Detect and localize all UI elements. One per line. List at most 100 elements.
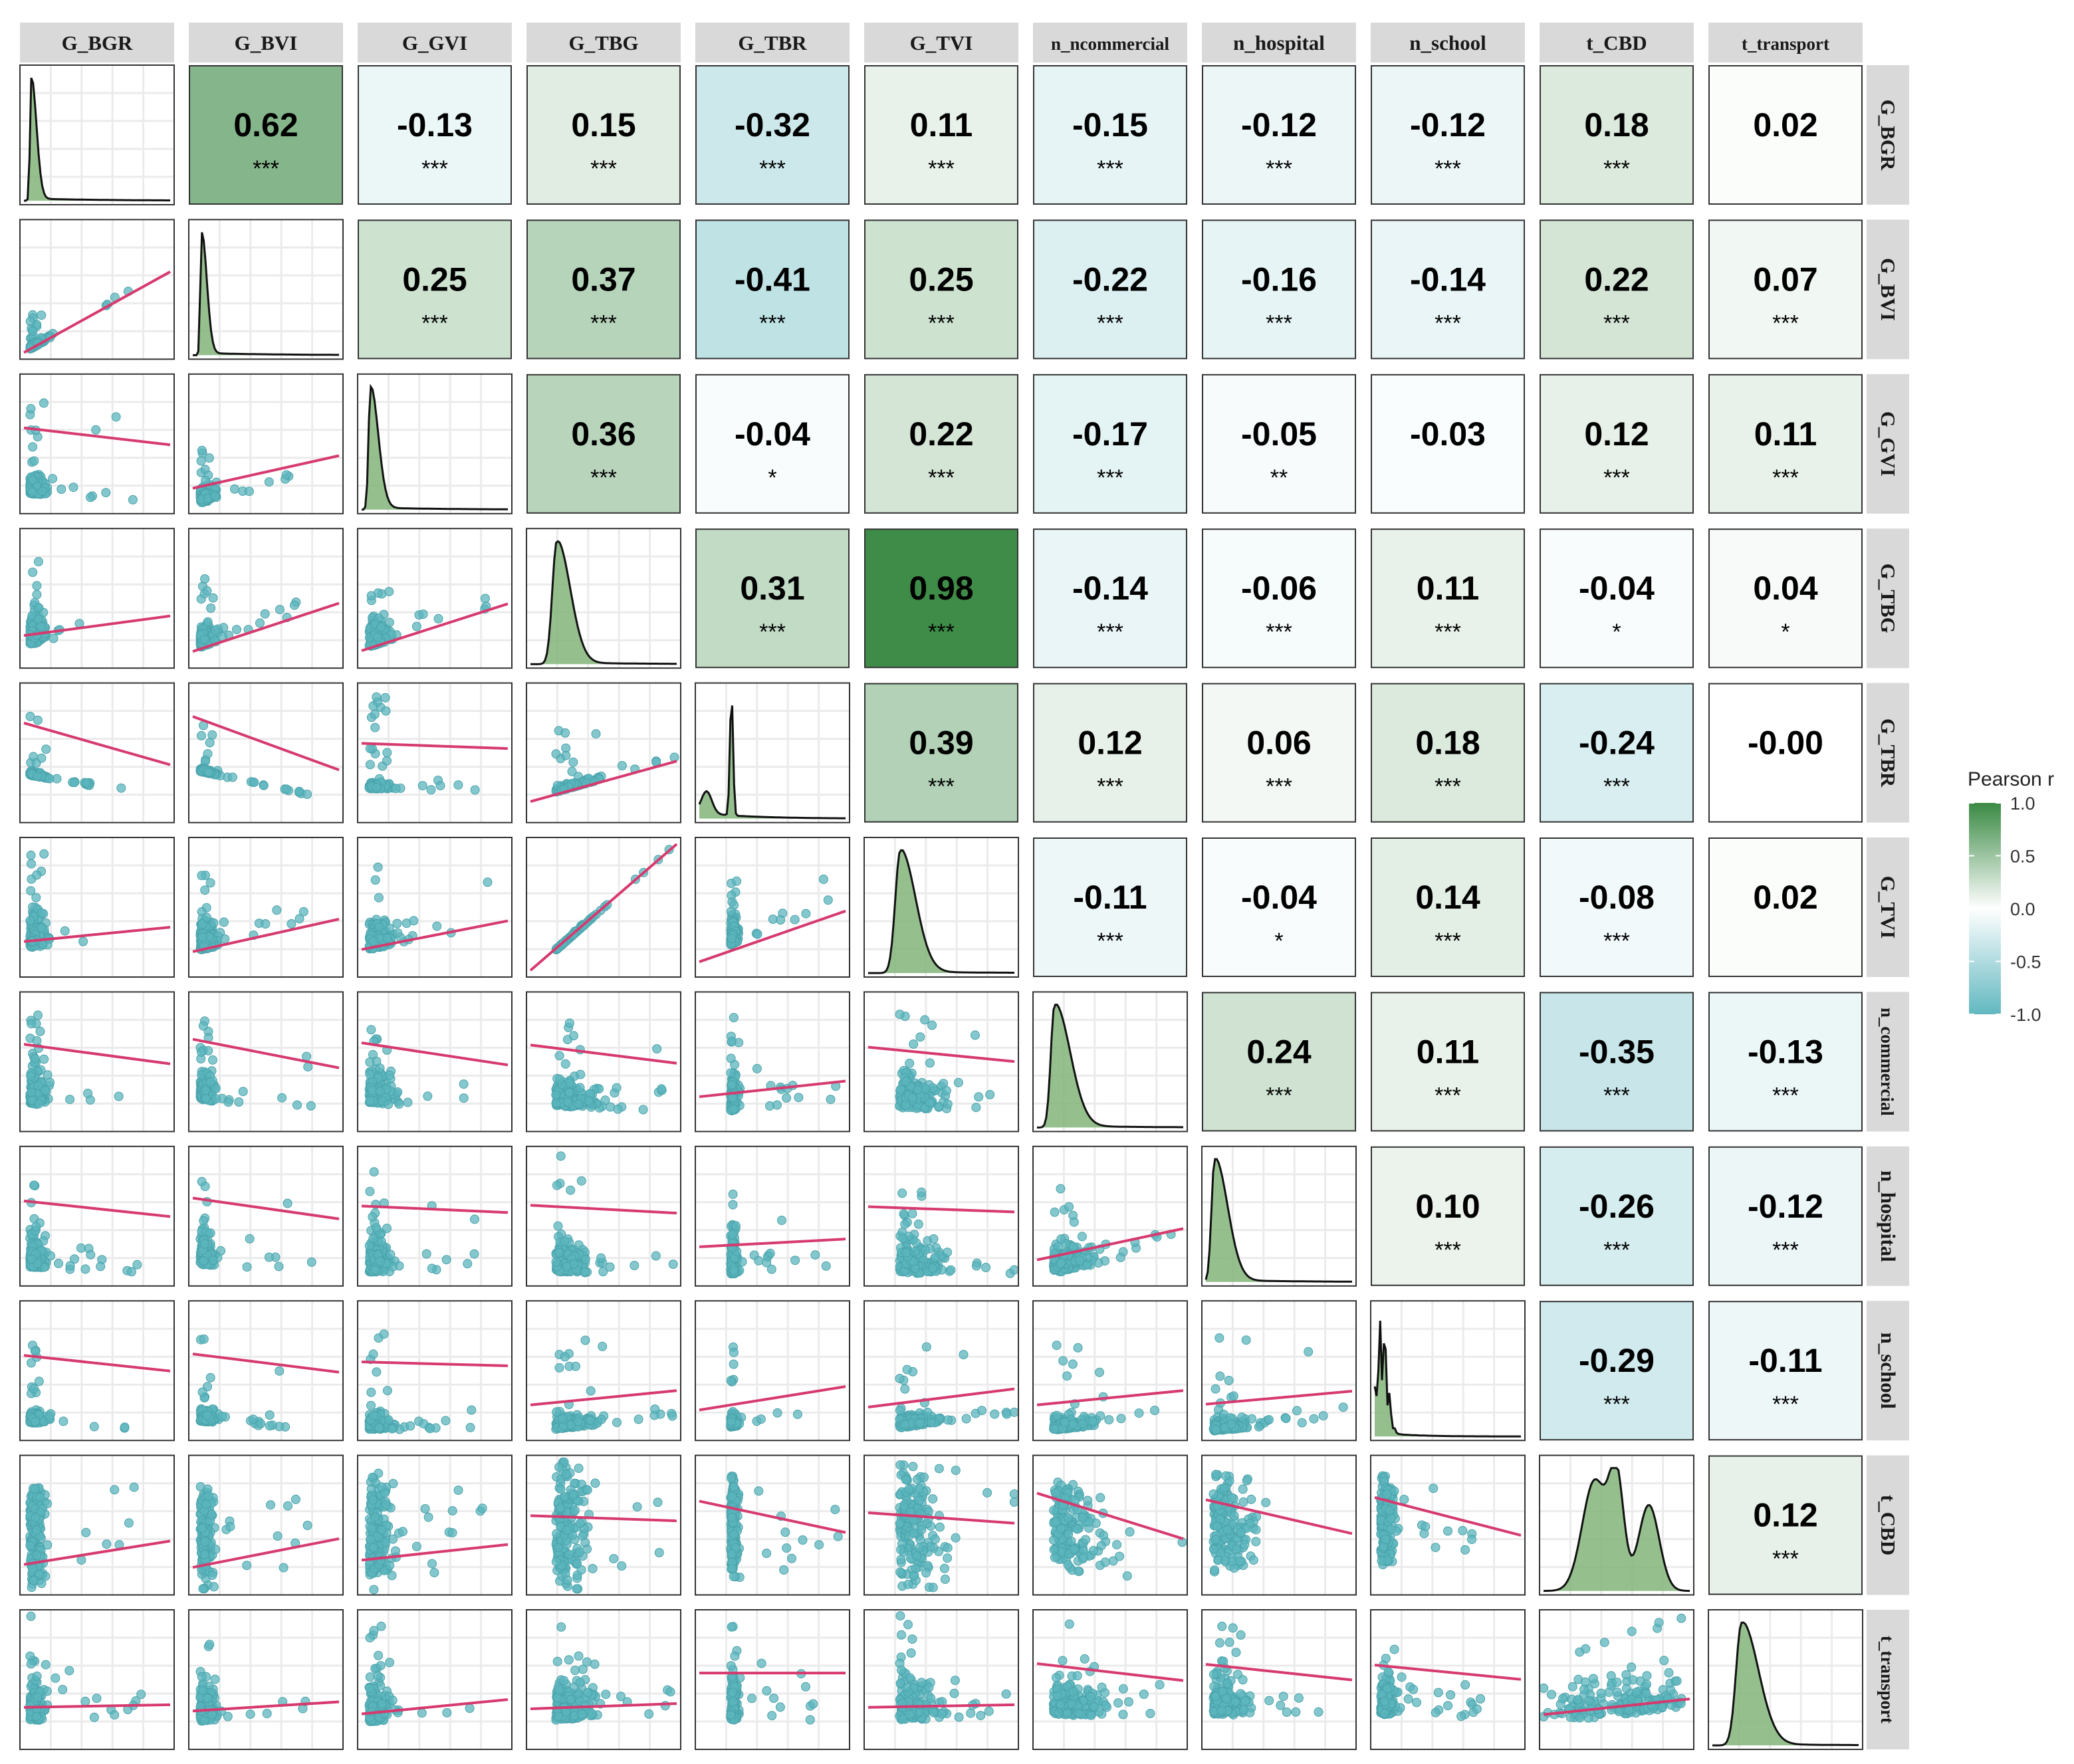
- scatter-point: [560, 1236, 570, 1246]
- panel-4-10: -0.00: [1708, 683, 1863, 823]
- scatter-point: [91, 425, 101, 435]
- scatter-point: [562, 1262, 572, 1271]
- panel-3-2: [357, 528, 513, 669]
- panel-2-1: [188, 373, 344, 514]
- scatter-point: [432, 921, 442, 931]
- scatter-point: [28, 568, 38, 577]
- panel-5-5: [864, 837, 1019, 978]
- panel-6-7: 0.24***: [1202, 992, 1356, 1132]
- scatter-point: [915, 1032, 925, 1042]
- panel-border: [188, 219, 344, 360]
- panel-6-9: -0.35***: [1540, 992, 1694, 1132]
- scatter-point: [199, 635, 209, 645]
- scatter-point: [369, 1167, 379, 1177]
- scatter-point: [375, 1256, 385, 1266]
- panel-0-1: 0.62***: [189, 65, 343, 205]
- corr-value: -0.00: [1748, 724, 1823, 762]
- scatter-point: [37, 753, 47, 763]
- col-strip-bg: [864, 23, 1018, 62]
- scatter-point: [27, 1019, 37, 1029]
- corr-value: -0.08: [1579, 879, 1655, 916]
- scatter-panel-bg: [526, 683, 681, 823]
- corr-stars: ***: [590, 310, 617, 336]
- panel-6-5: [864, 991, 1019, 1133]
- corr-value: 0.18: [1584, 106, 1649, 144]
- scatter-point: [200, 574, 210, 584]
- scatter-point: [776, 915, 786, 925]
- scatter-point: [203, 617, 213, 627]
- panel-0-7: -0.12***: [1202, 65, 1356, 205]
- panel-border: [188, 373, 344, 514]
- density-area: [193, 232, 339, 356]
- panel-2-6: -0.17***: [1033, 374, 1187, 514]
- panel-4-9: -0.24***: [1540, 683, 1694, 823]
- scatter-point: [211, 1094, 221, 1104]
- panel-4-8: 0.18***: [1371, 683, 1525, 823]
- scatter-point: [575, 1083, 585, 1093]
- scatter-point: [65, 1095, 75, 1105]
- panel-border: [19, 373, 175, 514]
- scatter-point: [199, 1256, 209, 1266]
- panel-3-10: 0.04*: [1708, 528, 1863, 669]
- panel-4-3: [526, 682, 681, 824]
- col-strip-label: n_hospital: [1233, 31, 1325, 55]
- density-line: [361, 384, 508, 511]
- scatter-point: [376, 622, 386, 632]
- corr-stars: ***: [1097, 774, 1123, 800]
- panel-1-3: 0.37***: [526, 219, 681, 360]
- fit-line: [23, 426, 171, 447]
- scatter-point: [30, 1053, 40, 1063]
- corr-value: 0.18: [1415, 724, 1480, 762]
- scatter-point: [729, 1013, 739, 1022]
- scatter-point: [96, 1262, 106, 1271]
- scatter-point: [37, 908, 47, 918]
- corr-stars: ***: [1097, 929, 1123, 954]
- scatter-point: [39, 398, 49, 408]
- panel-6-6: [1032, 991, 1188, 1133]
- corr-value: -0.41: [735, 261, 810, 298]
- scatter-point: [728, 1189, 738, 1199]
- corr-value: -0.17: [1072, 415, 1148, 453]
- corr-cell: [1540, 219, 1694, 360]
- scatter-point: [219, 917, 229, 927]
- scatter-point: [33, 557, 43, 566]
- scatter-point: [32, 581, 42, 591]
- scatter-point: [393, 928, 403, 938]
- panel-border: [19, 219, 175, 360]
- corr-cell: [189, 65, 343, 205]
- scatter-point: [554, 1051, 564, 1061]
- scatter-point: [463, 1259, 473, 1269]
- panel-1-8: -0.14***: [1371, 219, 1525, 360]
- corr-stars: ***: [421, 156, 448, 181]
- panel-1-5: 0.25***: [864, 219, 1018, 360]
- scatter-point: [244, 487, 254, 496]
- scatter-point: [483, 877, 493, 887]
- corr-stars: ***: [1097, 156, 1123, 181]
- scatter-point: [563, 1097, 573, 1107]
- scatter-point: [403, 1097, 413, 1107]
- corr-cell: [1371, 219, 1525, 360]
- panel-3-5: 0.98***: [864, 528, 1018, 669]
- scatter-point: [895, 1085, 905, 1095]
- scatter-point: [206, 604, 216, 613]
- row-strip-label: G_TBR: [1877, 718, 1900, 788]
- corr-value: -0.14: [1072, 570, 1148, 607]
- corr-cell: [526, 219, 681, 360]
- scatter-point: [208, 593, 218, 603]
- scatter-point: [417, 781, 427, 791]
- scatter-point: [197, 730, 206, 740]
- scatter-point: [207, 730, 217, 740]
- corr-value: 0.04: [1753, 570, 1818, 607]
- scatter-point: [365, 1057, 375, 1067]
- corr-stars: ***: [928, 619, 955, 645]
- scatter-point: [727, 1080, 737, 1090]
- corr-stars: ***: [590, 465, 617, 491]
- scatter-point: [370, 875, 380, 885]
- panel-5-6: -0.11***: [1033, 837, 1187, 977]
- corr-stars: ***: [1435, 156, 1461, 181]
- panel-5-8: 0.14***: [1371, 837, 1525, 977]
- density-panel-bg: [695, 683, 850, 823]
- scatter-point: [801, 909, 811, 919]
- scatter-point: [27, 487, 37, 497]
- row-strip-bg: [1867, 992, 1909, 1132]
